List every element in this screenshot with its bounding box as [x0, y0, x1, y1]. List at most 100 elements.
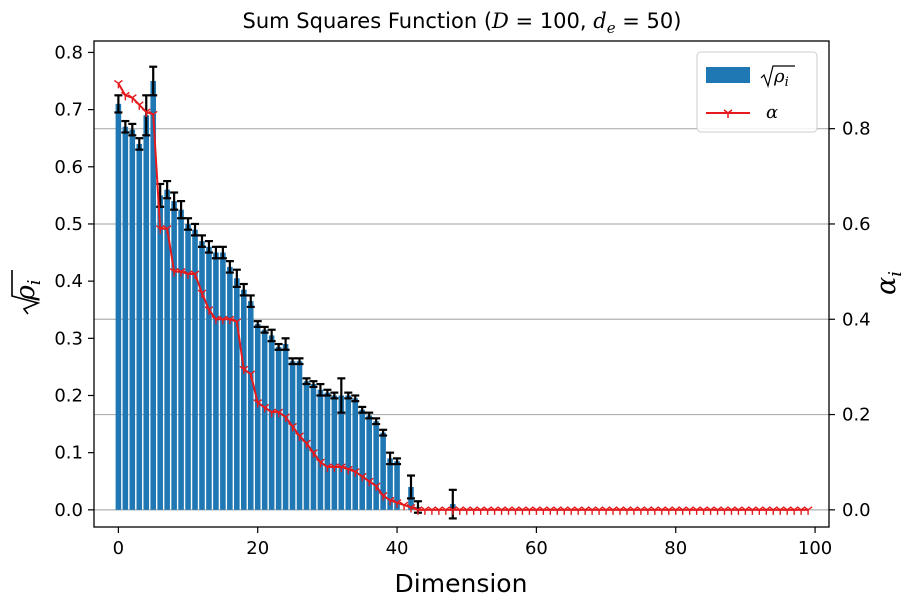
- bar: [220, 252, 226, 510]
- error-bar: [386, 451, 395, 466]
- error-bar: [337, 377, 346, 414]
- y-left-tick-label: 0.1: [54, 443, 83, 464]
- bar: [366, 415, 372, 510]
- svg-text:ρi: ρi: [11, 279, 45, 301]
- error-bar: [121, 119, 130, 134]
- chart-title-de: d: [593, 9, 606, 33]
- alpha-marker: [803, 506, 813, 515]
- bar: [359, 409, 366, 510]
- bar: [394, 461, 400, 510]
- bar: [241, 289, 247, 510]
- error-bar: [393, 457, 402, 466]
- y-right-tick-label: 0.6: [842, 214, 871, 235]
- chart-title-de-eq: = 50): [616, 9, 682, 33]
- x-tick-label: 20: [246, 538, 269, 559]
- y-left-tick-label: 0.8: [54, 42, 83, 63]
- error-bar: [135, 137, 144, 151]
- bar: [171, 201, 177, 510]
- bar: [345, 395, 352, 510]
- error-bar: [170, 191, 179, 211]
- bar: [261, 329, 268, 510]
- plot-frame: [93, 40, 830, 528]
- y-right-tick-label: 0.8: [842, 119, 871, 140]
- bar: [247, 301, 254, 510]
- bar: [380, 432, 386, 510]
- bar: [122, 126, 129, 510]
- legend-box: [696, 51, 818, 133]
- alpha-marker: [113, 79, 123, 89]
- bar: [352, 398, 359, 510]
- bar: [310, 384, 317, 510]
- error-bar: [330, 391, 339, 400]
- alpha-marker: [350, 468, 360, 477]
- alpha-marker: [302, 439, 311, 449]
- bar: [136, 143, 143, 510]
- alpha-marker: [295, 432, 304, 441]
- alpha-marker: [141, 108, 151, 117]
- legend-sqrt-sign: [760, 65, 795, 89]
- x-tick-label: 80: [664, 538, 687, 559]
- legend-label-rho: ρi: [773, 66, 789, 90]
- error-bar: [239, 282, 248, 297]
- error-bar: [267, 328, 276, 343]
- alpha-marker: [336, 463, 346, 472]
- chart-title-D-eq: = 100,: [509, 9, 593, 33]
- x-tick-label: 0: [113, 538, 124, 559]
- bar: [178, 209, 184, 510]
- bar: [317, 389, 324, 510]
- error-bar: [197, 234, 206, 248]
- y-left-tick-label: 0.0: [54, 500, 83, 521]
- error-bar: [316, 382, 325, 397]
- error-bar: [177, 199, 186, 220]
- y-left-tick-label: 0.4: [54, 271, 83, 292]
- error-bar: [365, 411, 374, 420]
- error-bar: [204, 240, 213, 254]
- alpha-marker: [274, 408, 284, 418]
- legend-line-marker: [723, 109, 733, 118]
- error-bar: [344, 391, 353, 400]
- y-axis-left-title-sub: i: [24, 279, 45, 285]
- bar: [213, 252, 219, 510]
- bar: [129, 129, 136, 510]
- y-axis-right-title: αi: [871, 271, 906, 295]
- error-bar: [274, 342, 283, 351]
- bar: [164, 189, 170, 510]
- bar: [282, 344, 289, 510]
- error-bar: [309, 380, 318, 389]
- bar: [199, 241, 205, 510]
- y-right-tick-label: 0.2: [842, 405, 871, 426]
- error-bar: [406, 474, 415, 500]
- alpha-series: [113, 79, 813, 515]
- error-bar: [225, 260, 234, 274]
- error-bar: [295, 357, 304, 366]
- alpha-marker: [253, 399, 263, 408]
- alpha-marker: [176, 268, 186, 277]
- chart-title-D: D: [491, 9, 509, 33]
- bar: [338, 395, 345, 510]
- legend-label-alpha: α: [766, 102, 778, 123]
- bar: [289, 361, 296, 510]
- bar: [150, 81, 157, 510]
- y-left-tick-label: 0.5: [54, 214, 83, 235]
- y-left-tick-label: 0.3: [54, 328, 83, 349]
- y-axis-right-ticks: 0.0 0.2 0.4 0.6 0.8: [829, 119, 871, 521]
- chart-title-de-sub: e: [607, 19, 616, 37]
- error-bar: [149, 65, 158, 97]
- y-axis-right-title-sub: i: [885, 271, 906, 277]
- bar: [373, 421, 379, 510]
- alpha-marker: [371, 482, 381, 492]
- error-bar: [246, 294, 255, 308]
- alpha-marker: [281, 413, 291, 422]
- error-bar: [302, 377, 311, 386]
- svg-text:αi: αi: [871, 271, 906, 295]
- error-bar: [372, 417, 381, 426]
- legend-bar-swatch: [706, 67, 750, 83]
- error-bar: [351, 394, 360, 403]
- x-tick-label: 60: [525, 538, 548, 559]
- alpha-marker: [120, 91, 130, 101]
- alpha-marker: [378, 491, 388, 501]
- error-bar: [218, 245, 227, 260]
- error-bar: [191, 222, 200, 237]
- error-bar: [323, 388, 332, 397]
